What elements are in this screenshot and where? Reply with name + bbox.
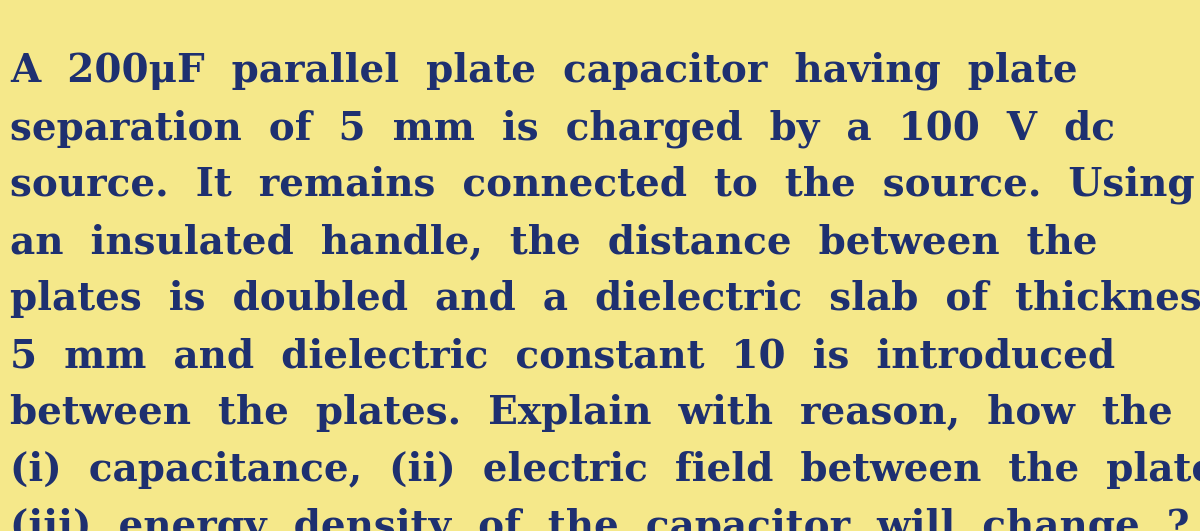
Text: source.  It  remains  connected  to  the  source.  Using: source. It remains connected to the sour…	[10, 166, 1195, 204]
Text: plates  is  doubled  and  a  dielectric  slab  of  thickness: plates is doubled and a dielectric slab …	[10, 280, 1200, 318]
Text: A  200μF  parallel  plate  capacitor  having  plate: A 200μF parallel plate capacitor having …	[10, 52, 1078, 90]
Text: between  the  plates.  Explain  with  reason,  how  the: between the plates. Explain with reason,…	[10, 394, 1172, 432]
Text: separation  of  5  mm  is  charged  by  a  100  V  dc: separation of 5 mm is charged by a 100 V…	[10, 109, 1115, 148]
Text: (i)  capacitance,  (ii)  electric  field  between  the  plates,: (i) capacitance, (ii) electric field bet…	[10, 451, 1200, 489]
Text: (iii)  energy  density  of  the  capacitor  will  change  ?: (iii) energy density of the capacitor wi…	[10, 508, 1189, 531]
Text: an  insulated  handle,  the  distance  between  the: an insulated handle, the distance betwee…	[10, 223, 1098, 261]
Text: 5  mm  and  dielectric  constant  10  is  introduced: 5 mm and dielectric constant 10 is intro…	[10, 337, 1115, 375]
